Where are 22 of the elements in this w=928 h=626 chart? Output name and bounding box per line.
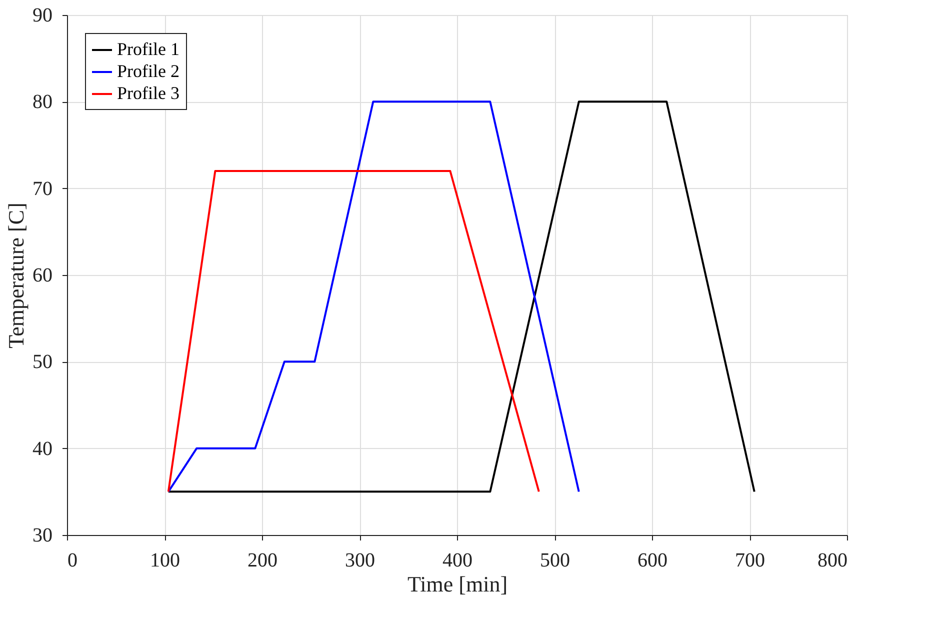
x-tick-label: 600 <box>638 550 668 572</box>
x-tick-label: 500 <box>540 550 570 572</box>
x-axis-title: Time [min] <box>407 572 508 596</box>
y-tick-label: 70 <box>32 178 52 200</box>
y-axis-title: Temperature [C] <box>4 202 28 348</box>
line-series <box>167 100 580 493</box>
legend-label: Profile 3 <box>117 83 180 103</box>
y-tick-label: 60 <box>32 264 52 286</box>
y-tick-label: 90 <box>32 4 52 26</box>
x-tick-label: 200 <box>248 550 278 572</box>
x-tick-label: 400 <box>442 550 472 572</box>
y-tick-label: 40 <box>32 438 52 460</box>
legend-label: Profile 2 <box>117 61 180 81</box>
y-tick-label: 30 <box>32 524 52 546</box>
x-tick-label: 800 <box>818 550 848 572</box>
x-tick-label: 0 <box>68 550 78 572</box>
legend-label: Profile 1 <box>117 39 180 59</box>
x-tick-label: 700 <box>735 550 765 572</box>
x-tick-label: 100 <box>150 550 180 572</box>
y-tick-label: 80 <box>32 91 52 114</box>
y-tick-label: 50 <box>32 351 52 374</box>
x-tick-label: 300 <box>345 550 375 572</box>
